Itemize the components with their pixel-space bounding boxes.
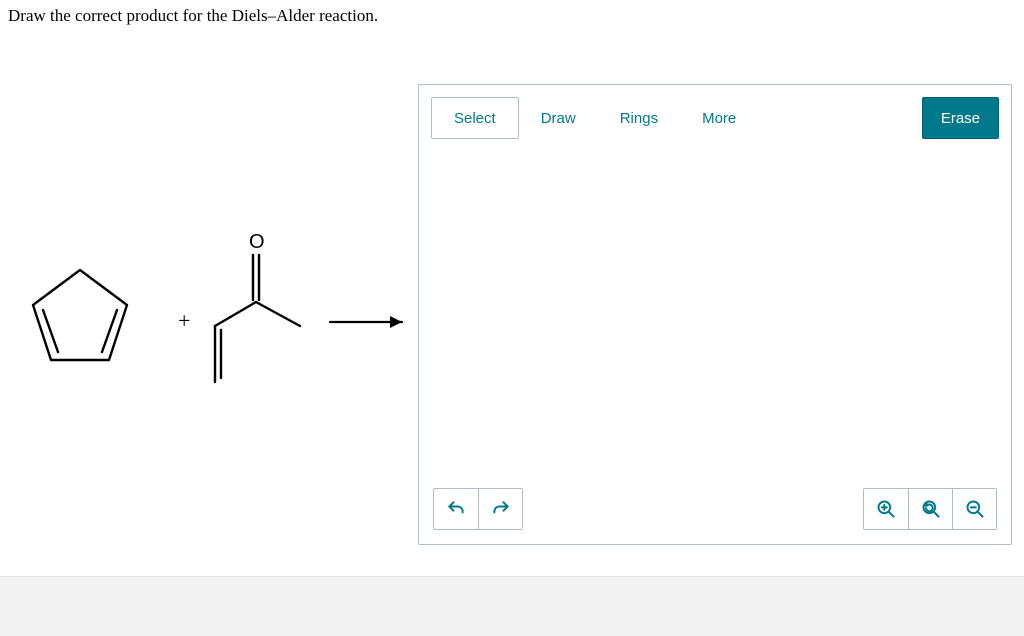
editor-toolbar-bottom (433, 488, 997, 530)
zoom-reset-button[interactable] (908, 489, 952, 529)
zoom-out-icon (965, 499, 985, 519)
draw-tool-button[interactable]: Draw (519, 97, 598, 139)
undo-button[interactable] (434, 489, 478, 529)
redo-icon (491, 499, 511, 519)
structure-editor: Select Draw Rings More Erase (418, 84, 1012, 545)
zoom-group (863, 488, 997, 530)
redo-button[interactable] (478, 489, 522, 529)
history-group (433, 488, 523, 530)
zoom-in-icon (876, 499, 896, 519)
reaction-scheme: + O (10, 230, 415, 410)
undo-icon (446, 499, 466, 519)
select-tool-button[interactable]: Select (431, 97, 519, 139)
more-tool-button[interactable]: More (680, 97, 758, 139)
oxygen-label: O (249, 231, 265, 253)
footer-band (0, 576, 1024, 636)
editor-toolbar-top: Select Draw Rings More Erase (431, 97, 999, 139)
zoom-reset-icon (921, 499, 941, 519)
rings-tool-button[interactable]: Rings (598, 97, 680, 139)
question-text: Draw the correct product for the Diels–A… (8, 6, 378, 26)
zoom-out-button[interactable] (952, 489, 996, 529)
zoom-in-button[interactable] (864, 489, 908, 529)
erase-button[interactable]: Erase (922, 97, 999, 139)
plus-symbol: + (178, 308, 190, 333)
